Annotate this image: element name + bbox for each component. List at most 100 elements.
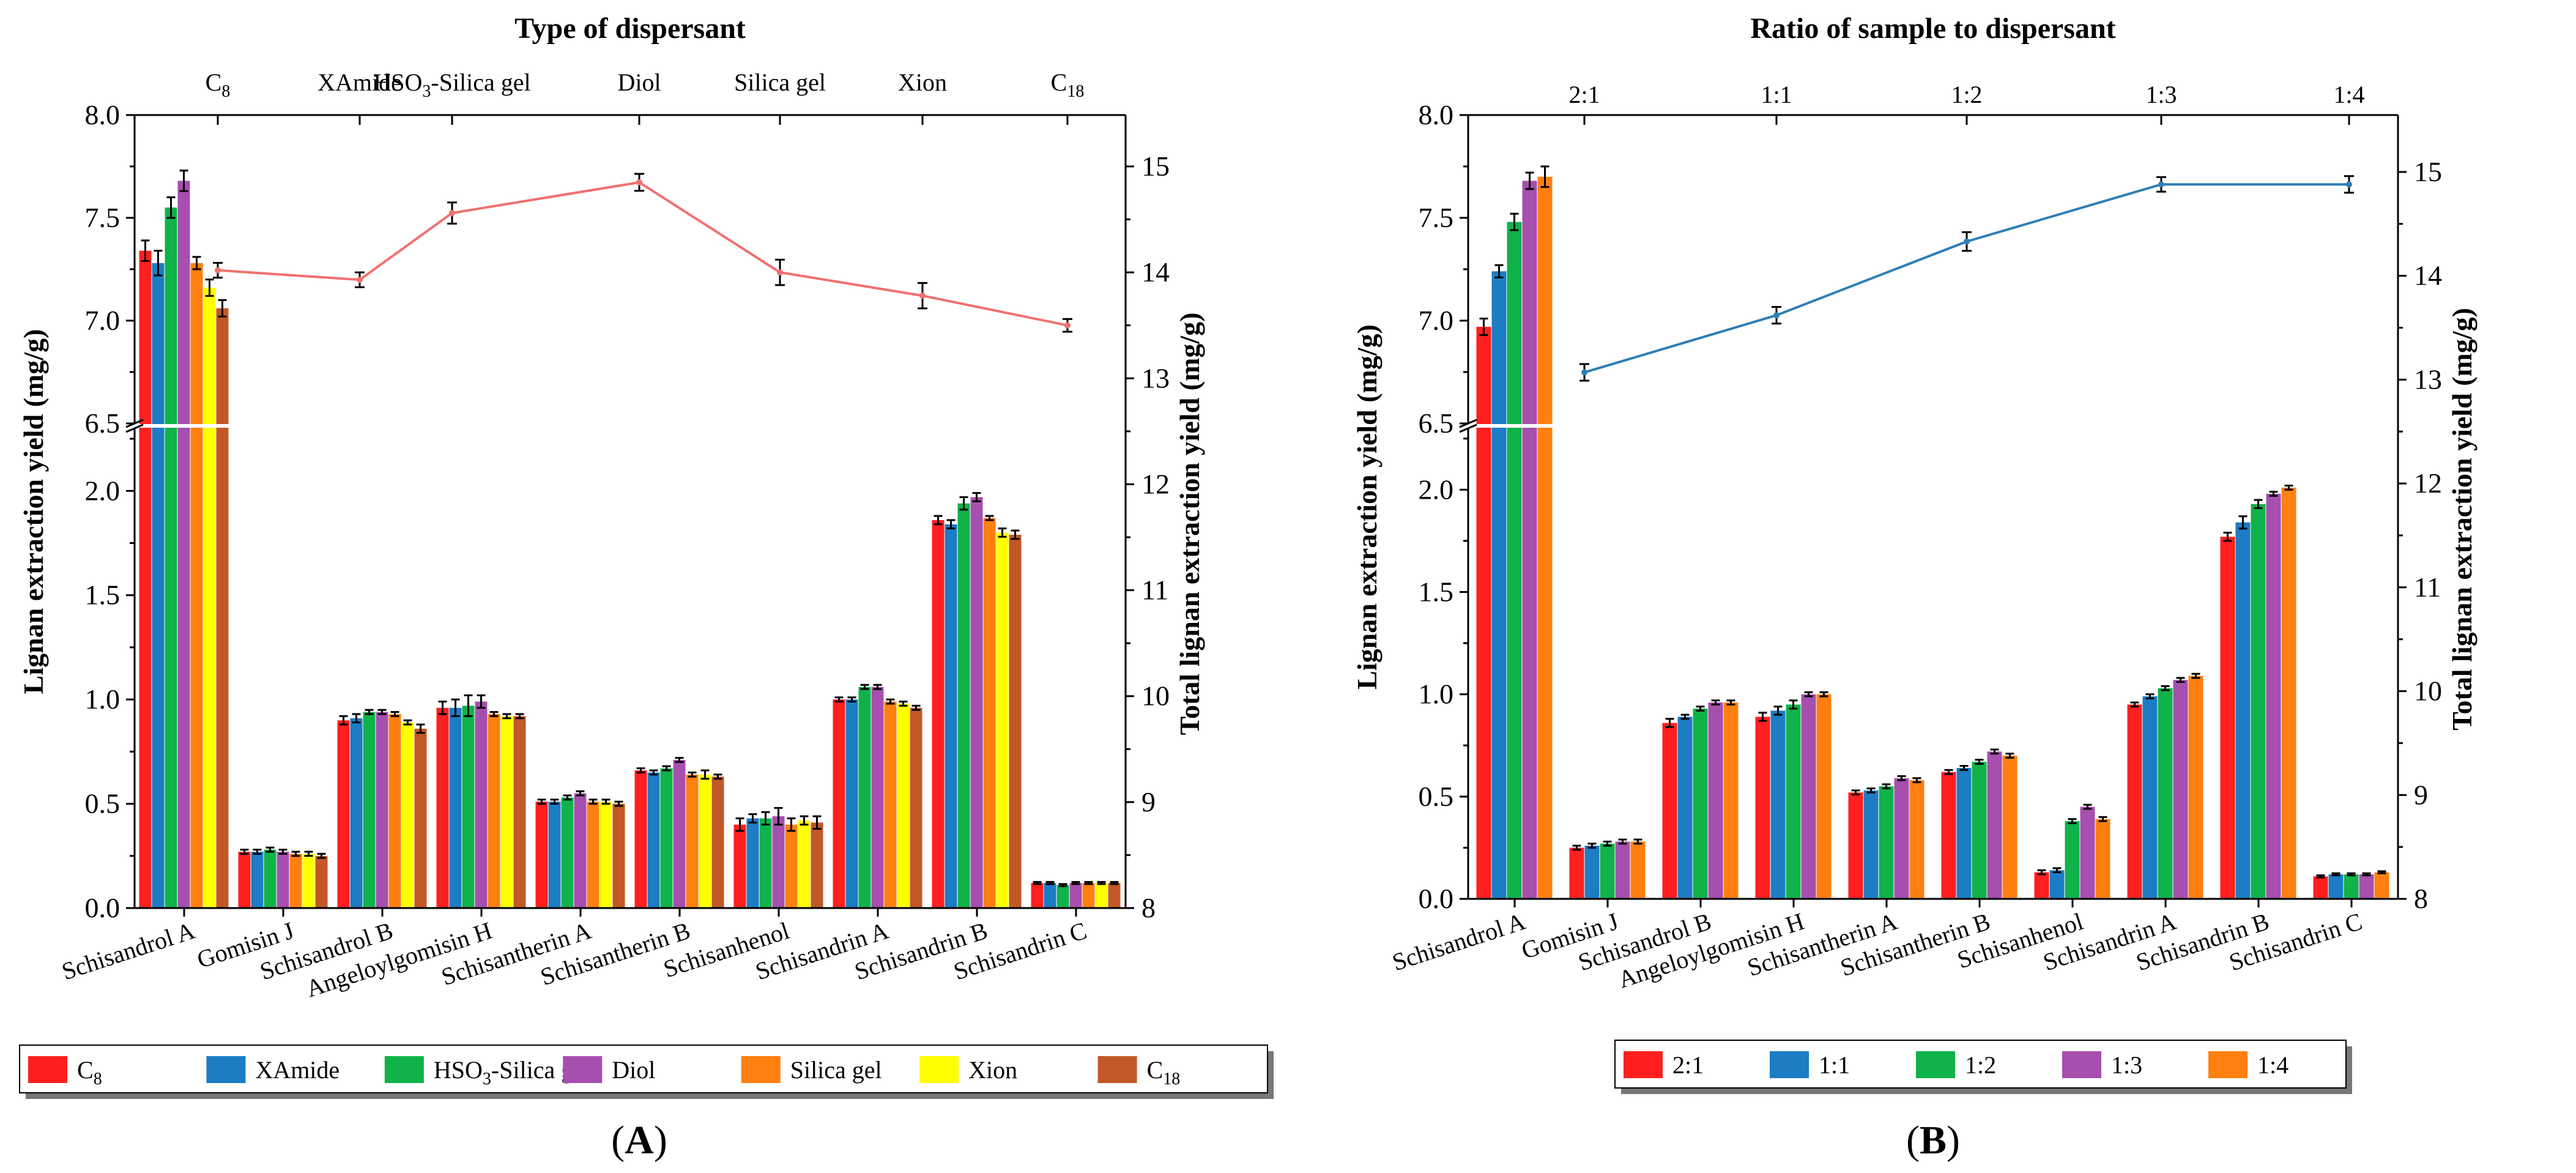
bar [1031, 883, 1044, 908]
y-tick-label: 0.0 [85, 892, 121, 923]
panel-paren: ( [611, 1118, 625, 1163]
y-right-tick-label: 12 [1141, 468, 1170, 499]
legend-swatch [741, 1056, 781, 1083]
y-tick-label: 2.0 [85, 475, 121, 506]
chart-title: Ratio of sample to dispersant [1750, 12, 2115, 45]
chart-title: Type of dispersant [514, 12, 746, 45]
total-yield-point [2158, 181, 2164, 188]
category-label: Schisandrol A [1389, 907, 1529, 977]
bar [699, 774, 711, 908]
top-axis-label-tail: -Silica gel [431, 69, 530, 96]
y-right-tick-label: 14 [1141, 256, 1170, 288]
legend-label: Silica gel [790, 1056, 882, 1084]
legend-swatch [919, 1056, 959, 1083]
bar [612, 803, 625, 908]
bar [587, 802, 599, 908]
bar [2034, 872, 2049, 899]
legend-swatch [206, 1056, 246, 1083]
bar [660, 768, 673, 908]
bar [1662, 723, 1677, 899]
bar [1972, 761, 1987, 899]
bar [2251, 504, 2266, 899]
bar [1584, 846, 1600, 899]
y-axis-label-right: Total lignan extraction yield (mg/g) [1174, 313, 1205, 735]
panel-letter: A [625, 1118, 654, 1163]
top-axis-label-sub: 8 [221, 82, 230, 101]
top-axis-label: Silica gel [734, 69, 826, 96]
legend-label-base: Silica gel [790, 1056, 882, 1084]
bar [1848, 792, 1863, 899]
bar [190, 263, 203, 908]
bar [871, 687, 884, 908]
panel-paren: ( [1906, 1118, 1920, 1163]
bar [673, 759, 686, 908]
bar [1108, 883, 1121, 908]
y-axis-label-left: Lignan extraction yield (mg/g) [1351, 324, 1383, 690]
bar [897, 703, 910, 908]
bar [315, 855, 328, 908]
bar [462, 706, 475, 908]
total-yield-point [777, 269, 783, 276]
total-yield-point [919, 292, 926, 299]
y-tick-label: 1.0 [85, 683, 121, 715]
y-right-tick-label: 14 [2414, 260, 2442, 291]
y-tick-label: 0.5 [1419, 781, 1454, 812]
top-axis-label: XAmide [317, 69, 402, 96]
legend-label-base: 1:3 [2111, 1051, 2142, 1079]
legend-label: Diol [612, 1056, 655, 1084]
legend-label-base: XAmide [255, 1056, 340, 1084]
bar [1801, 694, 1816, 899]
bar [574, 793, 587, 908]
top-axis-label: 2:1 [1568, 81, 1600, 108]
bar [2235, 522, 2251, 899]
axis-break-mark [1459, 423, 1477, 433]
top-axis-label: 1:4 [2333, 81, 2364, 108]
legend-label: C8 [77, 1056, 102, 1089]
bar [2266, 493, 2281, 899]
axis-break-gap [116, 424, 1144, 428]
legend-swatch [1770, 1051, 1809, 1078]
bar [858, 687, 871, 908]
bar [1569, 847, 1584, 899]
legend-swatch [1916, 1051, 1955, 1078]
y-right-tick-label: 9 [1141, 786, 1156, 817]
legend-label-base: 1:1 [1819, 1051, 1850, 1079]
bar [1909, 780, 1925, 899]
bar [2188, 676, 2203, 899]
bar [1941, 772, 1956, 899]
total-yield-point [1773, 312, 1780, 319]
bar [996, 532, 1009, 908]
bar [277, 851, 289, 908]
bar [2080, 806, 2095, 899]
bar [500, 716, 513, 908]
legend-label: 1:1 [1819, 1051, 1850, 1079]
legend-label: 1:3 [2111, 1051, 2142, 1079]
bar [1755, 717, 1770, 899]
y-tick-label: 6.5 [1419, 408, 1454, 439]
bar [1894, 778, 1909, 899]
panel-B: Ratio of sample to dispersant 2:1 1:1 1:2 1:… [1351, 12, 2478, 1163]
bar [746, 818, 759, 908]
y-tick-label: 0.0 [1419, 883, 1454, 914]
panel-label: (A) [611, 1118, 667, 1163]
legend-label-base: Xion [968, 1056, 1017, 1084]
legend-swatch [384, 1056, 424, 1083]
bar [449, 707, 462, 908]
top-axis-label-base: 1:3 [2145, 81, 2177, 108]
legend-label-sub: 18 [1163, 1070, 1180, 1089]
top-axis-label-base: Silica gel [734, 69, 826, 96]
legend-swatch [2062, 1051, 2101, 1078]
total-yield-point [215, 267, 221, 274]
bar [414, 728, 427, 908]
top-axis-label-base: Diol [617, 69, 661, 96]
top-axis-label-base: 1:2 [1951, 81, 1982, 108]
bar [264, 849, 277, 908]
y-tick-label: 1.5 [1419, 576, 1454, 607]
total-yield-point [1064, 322, 1071, 329]
bar [932, 519, 945, 908]
bar [634, 770, 647, 908]
y-axis-label-right: Total lignan extraction yield (mg/g) [2446, 308, 2478, 731]
top-axis-label-base: C [206, 69, 222, 96]
bar [1615, 841, 1630, 899]
